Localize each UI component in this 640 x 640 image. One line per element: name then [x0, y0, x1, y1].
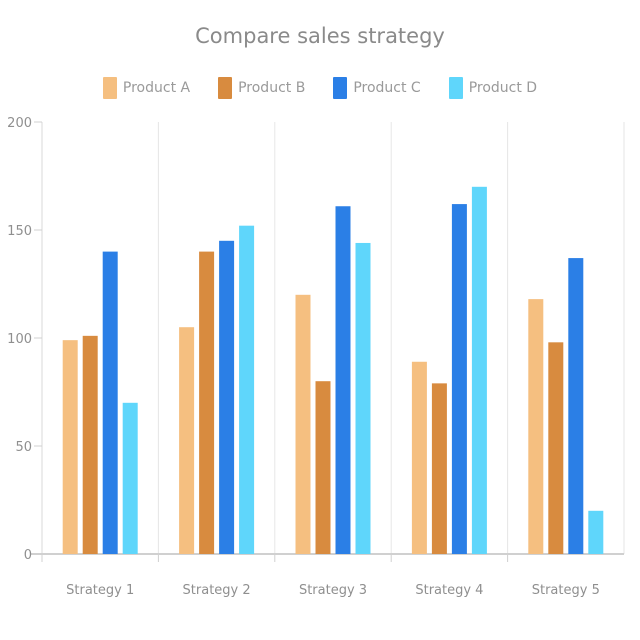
bar-product-a-strategy-4 — [411, 361, 427, 554]
legend-label-product-b: Product B — [238, 80, 306, 96]
bar-product-c-strategy-4 — [451, 204, 467, 554]
legend-swatch-product-a — [102, 77, 117, 99]
legend-swatch-product-d — [448, 77, 463, 99]
y-tick-label: 50 — [15, 440, 32, 455]
x-tick-label: Strategy 4 — [415, 583, 483, 598]
legend-item-product-b[interactable]: Product B — [218, 77, 305, 99]
legend-label-product-c: Product C — [353, 80, 421, 96]
legend: Product A Product B Product C Product D — [0, 77, 640, 99]
x-tick-label: Strategy 3 — [299, 583, 367, 598]
legend-swatch-product-b — [218, 77, 233, 99]
bar-product-c-strategy-2 — [219, 240, 235, 555]
x-tick-label: Strategy 2 — [183, 583, 251, 598]
bar-product-d-strategy-2 — [239, 225, 255, 554]
legend-label-product-d: Product D — [468, 80, 538, 96]
y-tick-label: 200 — [7, 116, 32, 131]
legend-swatch-product-c — [333, 77, 348, 99]
bar-product-c-strategy-3 — [335, 206, 351, 555]
y-tick-label: 150 — [7, 224, 32, 239]
y-tick-label: 0 — [24, 548, 32, 563]
bar-product-c-strategy-1 — [102, 251, 118, 554]
legend-item-product-d[interactable]: Product D — [448, 77, 538, 99]
bar-product-d-strategy-3 — [355, 242, 371, 554]
bar-product-a-strategy-5 — [528, 299, 544, 554]
bar-product-d-strategy-1 — [122, 402, 138, 554]
bar-product-b-strategy-2 — [199, 251, 215, 554]
legend-item-product-c[interactable]: Product C — [333, 77, 421, 99]
legend-item-product-a[interactable]: Product A — [102, 77, 191, 99]
bar-product-d-strategy-5 — [588, 510, 604, 554]
chart-title: Compare sales strategy — [195, 24, 445, 48]
bar-product-c-strategy-5 — [568, 258, 584, 554]
x-tick-label: Strategy 1 — [66, 583, 134, 598]
x-tick-label: Strategy 5 — [532, 583, 600, 598]
bar-product-a-strategy-2 — [179, 327, 195, 554]
bar-product-a-strategy-1 — [62, 340, 78, 554]
bar-product-a-strategy-3 — [295, 294, 311, 554]
bar-product-b-strategy-4 — [431, 383, 447, 554]
bar-product-d-strategy-4 — [471, 186, 487, 555]
bar-product-b-strategy-1 — [82, 335, 98, 554]
bar-product-b-strategy-3 — [315, 381, 331, 554]
legend-label-product-a: Product A — [122, 80, 191, 96]
bar-product-b-strategy-5 — [548, 342, 564, 554]
y-tick-label: 100 — [7, 332, 32, 347]
